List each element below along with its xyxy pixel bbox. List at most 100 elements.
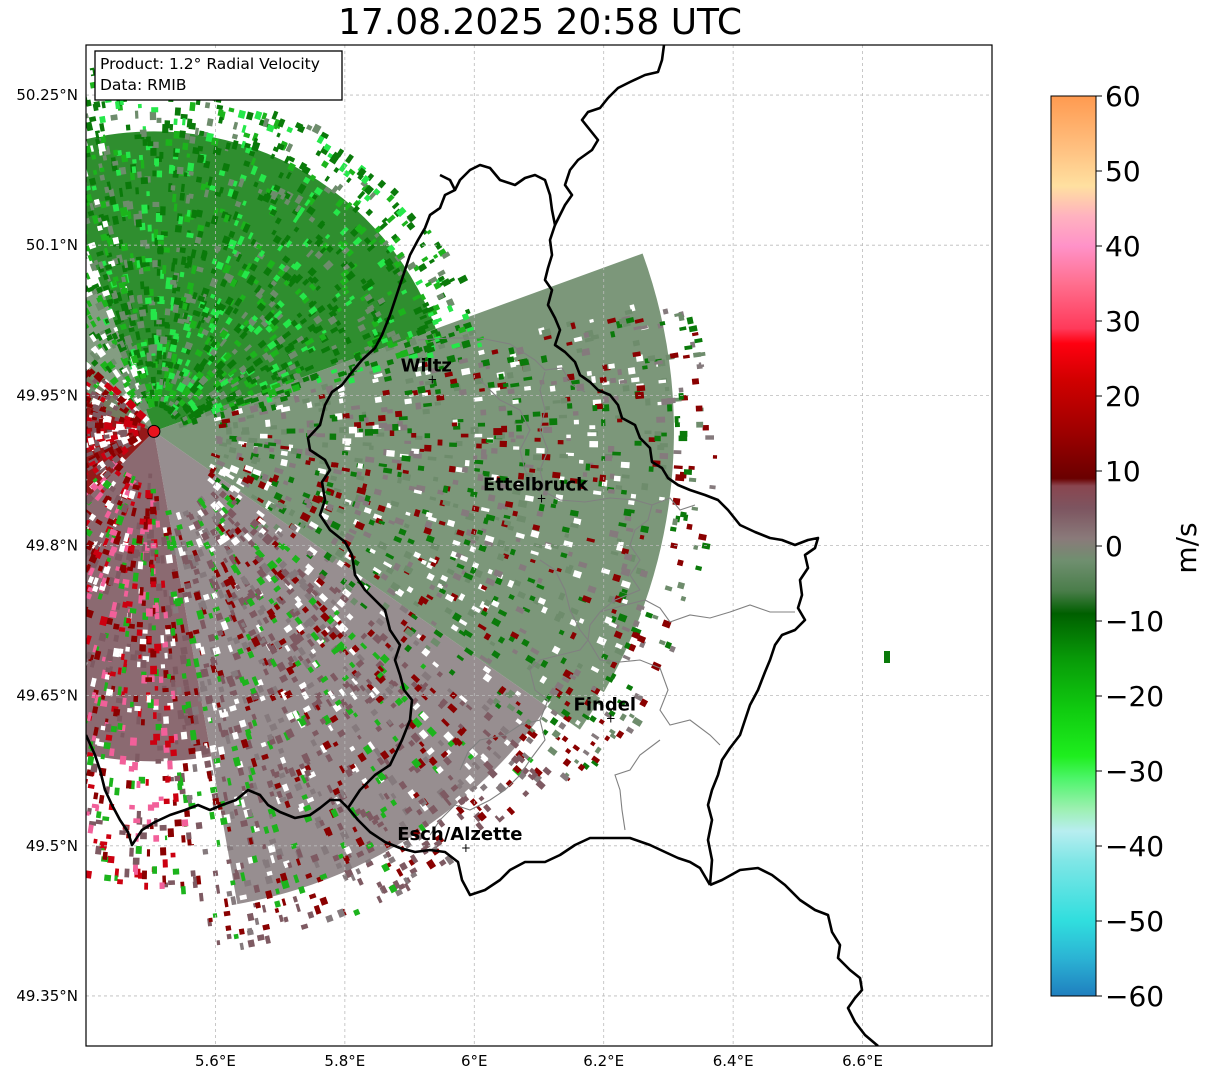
echo-pixel xyxy=(324,490,332,496)
echo-pixel xyxy=(25,115,34,124)
echo-pixel xyxy=(160,847,167,856)
echo-pixel xyxy=(60,167,67,173)
echo-pixel xyxy=(424,369,431,376)
echo-pixel xyxy=(437,275,445,282)
echo-pixel xyxy=(29,113,37,120)
echo-pixel xyxy=(79,196,85,205)
echo-pixel xyxy=(436,292,445,301)
echo-pixel xyxy=(6,627,11,632)
echo-pixel xyxy=(642,365,648,370)
echo-pixel xyxy=(55,203,62,212)
echo-pixel xyxy=(220,483,230,492)
echo-pixel xyxy=(245,111,254,121)
echo-pixel xyxy=(186,118,193,128)
echo-pixel xyxy=(18,557,28,567)
echo-pixel xyxy=(170,627,176,636)
echo-pixel xyxy=(165,605,172,613)
echo-pixel xyxy=(308,283,317,291)
echo-pixel xyxy=(156,117,162,123)
echo-pixel xyxy=(296,206,306,217)
echo-pixel xyxy=(158,676,164,683)
echo-pixel xyxy=(162,265,167,274)
echo-pixel xyxy=(300,336,309,345)
echo-pixel xyxy=(479,388,485,392)
echo-pixel xyxy=(516,425,522,432)
echo-pixel xyxy=(377,179,387,189)
echo-pixel xyxy=(216,104,224,110)
echo-pixel xyxy=(180,731,188,740)
echo-pixel xyxy=(152,141,159,148)
echo-pixel xyxy=(196,224,205,232)
echo-pixel xyxy=(335,292,341,298)
echo-pixel xyxy=(589,425,596,430)
echo-pixel xyxy=(458,593,466,602)
echo-pixel xyxy=(123,334,133,345)
echo-pixel xyxy=(330,185,340,194)
echo-pixel xyxy=(41,620,51,631)
echo-pixel xyxy=(72,191,79,200)
echo-pixel xyxy=(142,139,148,146)
echo-pixel xyxy=(263,266,273,277)
echo-pixel xyxy=(139,129,147,138)
echo-pixel xyxy=(39,148,47,156)
echo-pixel xyxy=(160,664,166,669)
echo-pixel xyxy=(377,297,386,305)
echo-pixel xyxy=(222,351,233,361)
echo-pixel xyxy=(259,410,269,416)
echo-pixel xyxy=(249,350,258,359)
echo-pixel xyxy=(366,297,375,305)
echo-pixel xyxy=(147,398,156,408)
echo-pixel xyxy=(400,619,408,627)
echo-pixel xyxy=(324,175,330,182)
echo-pixel xyxy=(51,26,55,32)
echo-pixel xyxy=(0,670,3,676)
echo-pixel xyxy=(63,219,68,226)
echo-pixel xyxy=(679,430,688,437)
echo-pixel xyxy=(171,409,179,417)
echo-pixel xyxy=(552,400,561,404)
echo-pixel xyxy=(31,825,37,831)
echo-pixel xyxy=(282,318,293,329)
echo-pixel xyxy=(111,343,117,349)
echo-pixel xyxy=(0,596,6,607)
echo-pixel xyxy=(30,310,39,319)
echo-pixel xyxy=(76,121,85,130)
echo-pixel xyxy=(140,239,148,247)
echo-pixel xyxy=(114,101,121,110)
echo-pixel xyxy=(270,324,279,333)
echo-pixel xyxy=(165,139,173,146)
echo-pixel xyxy=(106,834,112,840)
echo-pixel xyxy=(272,235,282,245)
echo-pixel xyxy=(567,403,573,409)
echo-pixel xyxy=(269,295,276,302)
echo-pixel xyxy=(640,525,650,534)
echo-pixel xyxy=(46,314,56,324)
echo-pixel xyxy=(230,380,240,389)
echo-pixel xyxy=(296,183,307,195)
echo-pixel xyxy=(30,352,40,361)
echo-pixel xyxy=(560,397,568,404)
echo-pixel xyxy=(174,819,182,827)
echo-pixel xyxy=(378,237,387,246)
echo-pixel xyxy=(270,404,277,411)
echo-pixel xyxy=(25,560,34,569)
echo-pixel xyxy=(324,233,331,240)
echo-pixel xyxy=(204,221,211,228)
echo-pixel xyxy=(374,310,382,318)
echo-pixel xyxy=(190,870,196,877)
echo-pixel xyxy=(99,167,105,173)
echo-pixel xyxy=(353,353,362,362)
echo-pixel xyxy=(354,223,364,233)
echo-pixel xyxy=(381,406,388,413)
echo-pixel xyxy=(55,276,65,287)
echo-pixel xyxy=(709,485,716,490)
echo-pixel xyxy=(296,312,303,319)
echo-pixel xyxy=(122,697,127,705)
echo-pixel xyxy=(48,139,56,148)
echo-pixel xyxy=(563,540,574,548)
echo-pixel xyxy=(162,687,169,693)
echo-pixel xyxy=(41,301,51,311)
echo-pixel xyxy=(248,437,258,444)
echo-pixel xyxy=(145,360,152,368)
echo-pixel xyxy=(589,318,594,324)
